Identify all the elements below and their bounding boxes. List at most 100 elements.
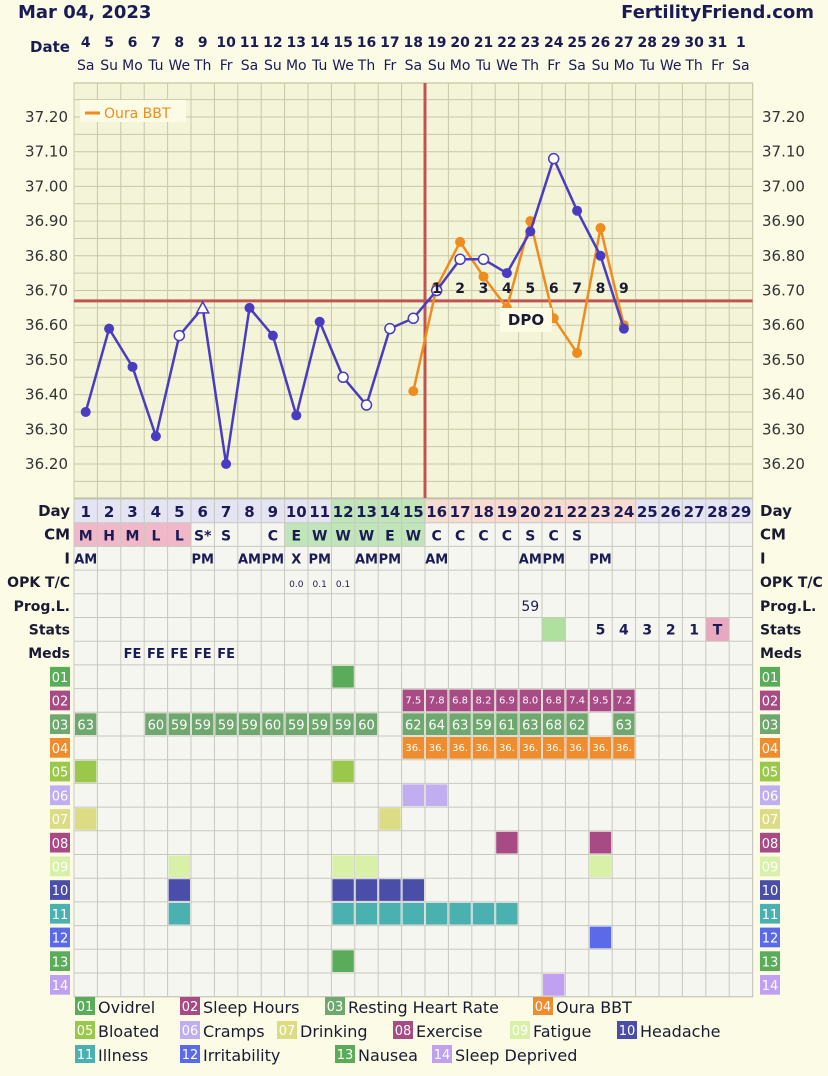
- symptom-code: 10: [762, 884, 779, 899]
- weekday-label: Th: [521, 58, 539, 74]
- symptom-cell: [168, 879, 190, 901]
- symptom-value: 59: [288, 718, 305, 733]
- symptom-value: 59: [311, 718, 328, 733]
- i-value: PM: [262, 552, 284, 567]
- stats-value: T: [713, 623, 723, 639]
- y-tick-right: 36.90: [762, 212, 805, 230]
- legend-name: Headache: [640, 1022, 720, 1041]
- prog-value: 59: [521, 599, 539, 615]
- symptom-value: 63: [452, 718, 469, 733]
- legend-name: Exercise: [416, 1022, 483, 1041]
- symptom-value: 59: [241, 718, 258, 733]
- symptom-code-box: [760, 951, 780, 971]
- day-cell: [354, 499, 379, 523]
- bbt-point: [525, 226, 536, 237]
- symptom-value-cell: [519, 689, 541, 712]
- meds-value: FE: [170, 647, 188, 662]
- date-label: 29: [661, 35, 680, 51]
- cm-value: H: [103, 529, 115, 545]
- weekday-label: Sa: [241, 58, 258, 74]
- day-cell: [659, 499, 683, 523]
- legend-code-box: [75, 1021, 95, 1039]
- dpo-number: 9: [619, 281, 629, 297]
- y-tick-left: 36.50: [25, 351, 68, 369]
- bbt-point-open: [384, 322, 396, 335]
- date-label: 8: [174, 35, 184, 51]
- cm-value: S: [572, 529, 582, 545]
- bbt-point-triangle: [195, 300, 210, 314]
- legend-name: Sleep Deprived: [455, 1046, 577, 1065]
- cycle-day: 26: [660, 503, 681, 521]
- oura-point: [455, 236, 466, 247]
- legend-code-box: [277, 1021, 297, 1039]
- bbt-point: [595, 250, 606, 261]
- dpo-number: 7: [572, 281, 582, 297]
- symptom-code: 03: [52, 718, 69, 733]
- symptom-value: 36.: [546, 743, 562, 754]
- symptom-value: 59: [475, 718, 492, 733]
- weekday-label: Fr: [547, 58, 560, 74]
- opk-value: 0.1: [313, 580, 327, 590]
- stats-value: 4: [619, 623, 629, 639]
- dpo-number: 2: [455, 281, 465, 297]
- cm-value: L: [175, 529, 184, 545]
- symptom-cell: [332, 760, 354, 783]
- weekday-label: Su: [264, 58, 282, 74]
- symptom-cell: [589, 926, 612, 949]
- meds-value: FE: [124, 647, 142, 662]
- cycle-day: 28: [707, 503, 728, 521]
- symptom-cell: [168, 902, 190, 925]
- symptom-value: 64: [428, 718, 445, 733]
- symptom-value-cell: [566, 713, 588, 735]
- symptom-code-box: [760, 856, 780, 877]
- meds-value: FE: [194, 647, 212, 662]
- legend-code: 07: [279, 1024, 296, 1039]
- legend-code: 05: [77, 1024, 94, 1039]
- date-label: 26: [591, 35, 610, 51]
- legend-code: 09: [512, 1024, 529, 1039]
- symptom-cell: [332, 855, 354, 878]
- symptom-cell: [355, 855, 378, 878]
- symptom-code: 04: [762, 742, 779, 757]
- symptom-value-cell: [332, 713, 354, 735]
- symptom-code: 02: [762, 695, 779, 710]
- symptom-cell: [355, 902, 378, 925]
- y-tick-right: 36.30: [762, 420, 805, 438]
- bbt-point-open: [430, 284, 443, 297]
- legend-code-box: [325, 997, 345, 1015]
- date-row-label: Date: [30, 38, 70, 56]
- i-value: PM: [191, 552, 213, 567]
- legend-code-box: [393, 1021, 413, 1039]
- symptom-value-cell: [238, 713, 261, 735]
- symptom-cell: [379, 902, 401, 925]
- bbt-point-open: [477, 253, 490, 266]
- legend-code-box: [180, 1045, 200, 1063]
- symptom-cell: [332, 665, 354, 688]
- cm-value: W: [359, 529, 374, 545]
- cm-value: M: [79, 529, 93, 545]
- legend-name: Sleep Hours: [203, 998, 299, 1017]
- symptom-cell: [75, 760, 97, 783]
- symptom-value: 68: [545, 718, 562, 733]
- symptom-cell: [75, 808, 97, 830]
- y-tick-right: 37.10: [762, 143, 805, 161]
- series-line-bbt: [84, 155, 626, 465]
- symptom-code-box: [760, 927, 780, 948]
- symptom-value: 36.: [522, 743, 538, 754]
- bbt-point: [618, 323, 629, 334]
- date-label: 6: [128, 35, 138, 51]
- symptom-value-cell: [589, 689, 612, 712]
- symptom-value: 7.4: [569, 696, 585, 707]
- legend-code-box: [617, 1021, 637, 1039]
- date-label: 24: [544, 35, 564, 51]
- day-cell: [448, 499, 472, 523]
- day-cell: [237, 499, 262, 523]
- cm-cell: [74, 522, 98, 547]
- symptom-value: 36.: [476, 743, 492, 754]
- day-cell: [97, 499, 121, 523]
- symptom-cell: [402, 902, 424, 925]
- symptom-code-box: [50, 690, 70, 711]
- cm-value: E: [385, 529, 395, 545]
- symptom-value: 59: [171, 718, 188, 733]
- symptom-value: 36.: [499, 743, 515, 754]
